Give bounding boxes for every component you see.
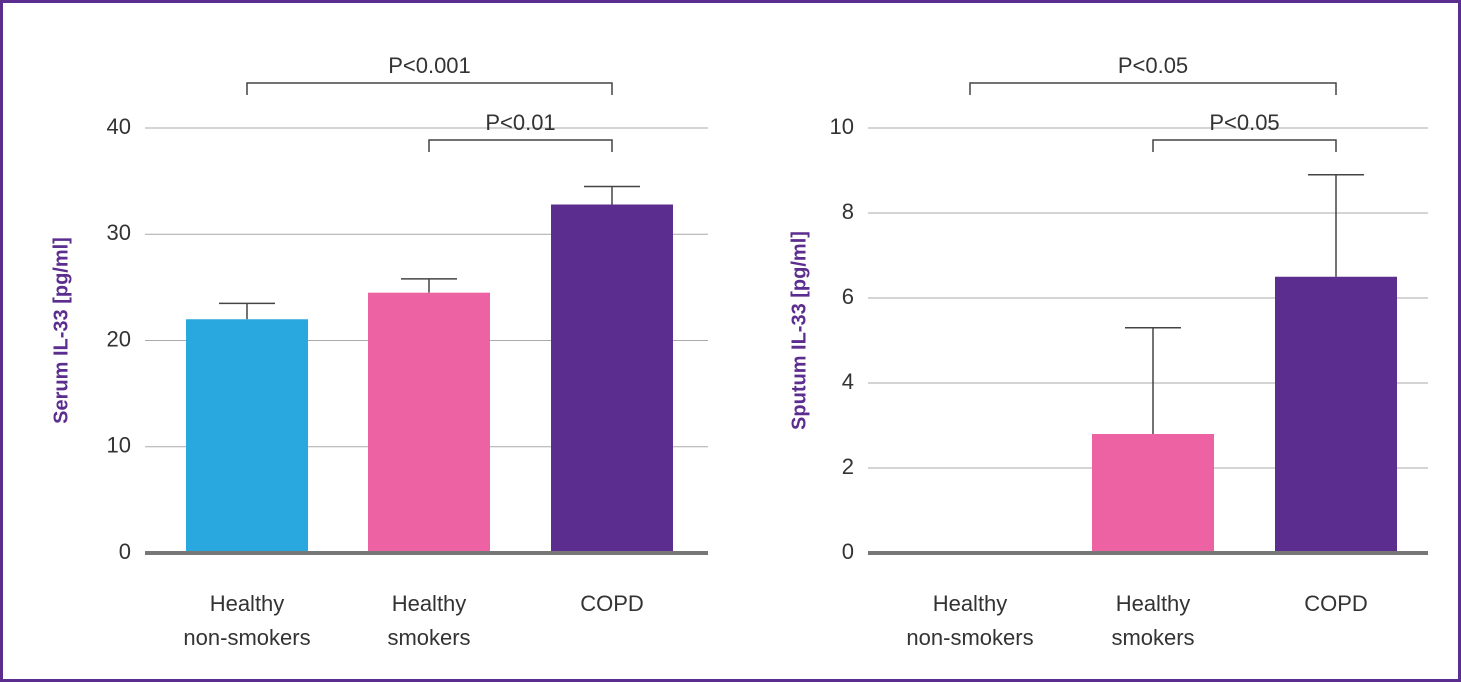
x-tick-label: Healthy [933,591,1008,616]
significance-bracket [1152,139,1337,152]
x-tick-label: COPD [1304,591,1368,616]
x-tick-label: Healthy [210,591,285,616]
x-tick-label: non-smokers [906,625,1033,650]
x-tick-label: Healthy [392,591,467,616]
significance-bracket [969,82,1337,95]
y-tick-label: 6 [842,284,854,309]
x-tick-label: Healthy [1116,591,1191,616]
y-tick-label: 10 [830,114,854,139]
y-tick-label: 8 [842,199,854,224]
y-tick-label: 2 [842,454,854,479]
x-tick-label: smokers [387,625,470,650]
annotation: P<0.01 [485,110,555,135]
y-tick-label: 0 [842,539,854,564]
y-tick-label: 4 [842,369,854,394]
y-tick-label: 0 [119,539,131,564]
annotation: P<0.001 [388,53,471,78]
y-axis-label: Serum IL-33 [pg/ml] [50,237,72,424]
significance-bracket [428,139,613,152]
bar [551,204,673,553]
bar [1092,434,1214,553]
x-tick-label: COPD [580,591,644,616]
bar [186,319,308,553]
y-axis-label: Sputum IL-33 [pg/ml] [788,231,810,430]
x-tick-label: smokers [1111,625,1194,650]
y-tick-label: 40 [107,114,131,139]
y-tick-label: 10 [107,433,131,458]
y-tick-label: 20 [107,326,131,351]
bar [1275,276,1397,553]
annotation: P<0.05 [1118,53,1188,78]
x-tick-label: non-smokers [183,625,310,650]
annotation: P<0.05 [1209,110,1279,135]
bar [368,292,490,553]
y-tick-label: 30 [107,220,131,245]
significance-bracket [246,82,613,95]
